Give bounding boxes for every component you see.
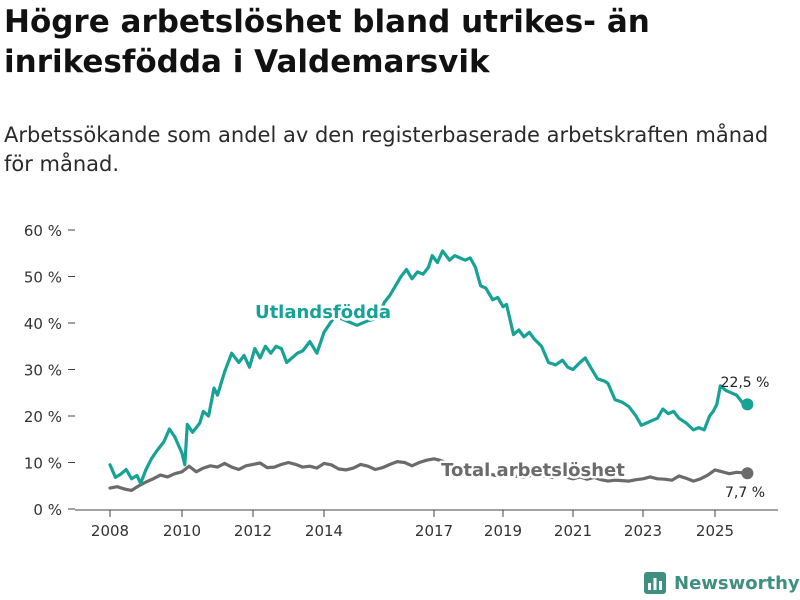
- brand-name: Newsworthy: [674, 572, 800, 594]
- end-value-label-total: 7,7 %: [725, 485, 765, 501]
- x-tick-label: 2012: [234, 522, 272, 540]
- series-label-utlandsfodda: Utlandsfödda: [255, 302, 391, 323]
- x-tick-label: 2017: [415, 522, 453, 540]
- chart-title: Högre arbetslöshet bland utrikes- än inr…: [4, 4, 650, 80]
- x-tick-label: 2008: [91, 522, 129, 540]
- x-tick-label: 2014: [305, 522, 343, 540]
- y-tick-label: 10 %: [24, 455, 62, 473]
- newsworthy-brand: Newsworthy: [644, 570, 800, 596]
- x-tick-label: 2019: [484, 522, 522, 540]
- y-tick-label: 20 %: [24, 408, 62, 426]
- series-end-marker: [741, 467, 754, 480]
- y-tick-label: 30 %: [24, 362, 62, 380]
- series-line-total: [108, 457, 750, 492]
- series-end-marker: [741, 398, 754, 411]
- x-axis: 2008 2010 2012 2014 2017 2019 2021 2023 2025: [75, 509, 778, 540]
- end-value-label-utlandsfodda: 22,5 %: [721, 375, 770, 391]
- y-axis: 0 % 10 % 20 % 30 % 40 % 50 % 60 %: [24, 222, 75, 519]
- y-tick-label: 0 %: [33, 501, 62, 519]
- x-tick-label: 2021: [554, 522, 592, 540]
- newsworthy-logo-icon: [644, 572, 666, 594]
- y-tick-label: 50 %: [24, 269, 62, 287]
- chart-subtitle: Arbetssökande som andel av den registerb…: [4, 123, 769, 176]
- y-tick-label: 40 %: [24, 315, 62, 333]
- x-tick-label: 2025: [696, 522, 734, 540]
- x-tick-label: 2010: [163, 522, 201, 540]
- series-label-total: Total arbetslöshet: [441, 460, 625, 481]
- series-label-total-halo: Total arbetslöshet: [441, 460, 625, 481]
- series-label-utlandsfodda-halo: Utlandsfödda: [255, 302, 391, 323]
- y-tick-label: 60 %: [24, 222, 62, 240]
- series-line-utlandsfodda: [108, 249, 750, 485]
- x-tick-label: 2023: [624, 522, 662, 540]
